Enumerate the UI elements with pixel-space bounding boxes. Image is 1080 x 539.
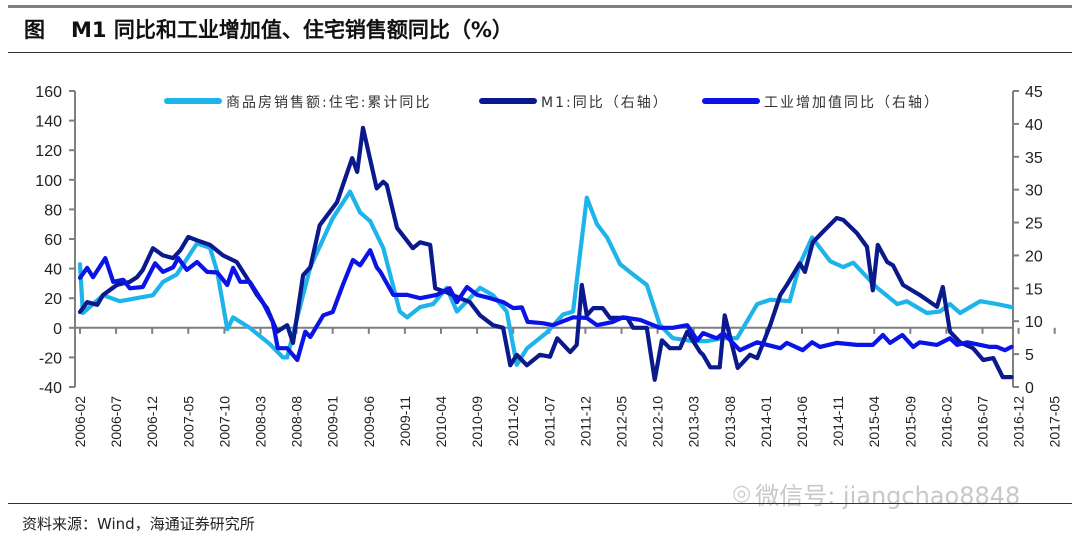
x-axis-tick-label: 2009-06 — [361, 396, 377, 448]
x-axis-tick-label: 2012-05 — [614, 396, 630, 448]
left-axis-tick-label: 20 — [44, 291, 62, 308]
left-axis-tick-label: 100 — [35, 173, 62, 190]
left-axis-tick-label: -20 — [39, 350, 62, 367]
axes: 160140120100806040200-20-404540353025201… — [35, 84, 1063, 448]
right-axis-tick-label: 20 — [1025, 248, 1043, 265]
series-line-2 — [77, 125, 1014, 382]
x-axis-tick-label: 2010-04 — [433, 396, 449, 448]
x-axis-tick-label: 2015-04 — [866, 396, 882, 448]
right-axis-tick-label: 10 — [1025, 314, 1043, 331]
right-axis-tick-label: 40 — [1025, 117, 1043, 134]
x-axis-tick-label: 2007-10 — [216, 396, 232, 448]
left-axis-tick-label: 140 — [35, 114, 62, 131]
x-axis-tick-label: 2013-08 — [722, 396, 738, 448]
right-axis-tick-label: 0 — [1025, 380, 1034, 397]
left-axis-tick-label: 0 — [53, 321, 62, 338]
watermark: ◎ 微信号: jiangchao8848 — [732, 476, 1020, 511]
x-axis-tick-label: 2013-03 — [686, 396, 702, 448]
right-axis-tick-label: 45 — [1025, 84, 1043, 101]
title-text: M1 同比和工业增加值、住宅销售额同比（%） — [71, 18, 513, 42]
x-axis-tick-label: 2008-03 — [253, 396, 269, 448]
source-note: 资料来源：Wind，海通证券研究所 — [22, 515, 255, 533]
x-axis-tick-label: 2014-01 — [758, 396, 774, 448]
right-axis-tick-label: 5 — [1025, 347, 1034, 364]
right-axis-tick-label: 25 — [1025, 216, 1043, 233]
x-axis-tick-label: 2011-12 — [577, 396, 593, 447]
x-axis-tick-label: 2014-11 — [830, 396, 846, 447]
wechat-icon: ◎ — [732, 481, 752, 506]
left-axis-tick-label: 120 — [35, 143, 62, 160]
x-axis-tick-label: 2006-12 — [144, 396, 160, 448]
right-axis-tick-label: 15 — [1025, 281, 1043, 298]
x-axis-tick-label: 2012-10 — [650, 396, 666, 448]
x-axis-tick-label: 2016-07 — [975, 396, 991, 448]
legend: 商品房销售额:住宅:累计同比 M1:同比（右轴） 工业增加值同比（右轴） — [164, 95, 940, 111]
x-axis-tick-label: 2011-02 — [505, 396, 521, 447]
x-axis-tick-label: 2016-02 — [938, 396, 954, 448]
watermark-text: 微信号: jiangchao8848 — [755, 482, 1021, 510]
left-axis-tick-label: -40 — [39, 380, 62, 397]
x-axis-tick-label: 2010-09 — [469, 396, 485, 448]
legend-label: 商品房销售额:住宅:累计同比 — [226, 95, 431, 111]
x-axis-tick-label: 2008-08 — [289, 396, 305, 448]
x-axis-tick-label: 2015-09 — [902, 396, 918, 448]
chart: 160140120100806040200-20-404540353025201… — [35, 84, 1063, 448]
x-axis-tick-label: 2006-02 — [72, 396, 88, 448]
x-axis-tick-label: 2017-05 — [1047, 396, 1063, 448]
bottom-rule — [8, 503, 1072, 504]
legend-label: 工业增加值同比（右轴） — [764, 95, 940, 111]
right-axis-tick-label: 35 — [1025, 150, 1043, 167]
x-axis-tick-label: 2009-11 — [397, 396, 413, 447]
left-axis-tick-label: 60 — [44, 232, 62, 249]
right-axis-tick-label: 30 — [1025, 183, 1043, 200]
top-rule — [8, 5, 1072, 8]
left-axis-tick-label: 40 — [44, 262, 62, 279]
x-axis-tick-label: 2016-12 — [1011, 396, 1027, 448]
series-lines — [77, 125, 1014, 382]
legend-label: M1:同比（右轴） — [541, 95, 669, 111]
x-axis-tick-label: 2006-07 — [108, 396, 124, 448]
left-axis-tick-label: 160 — [35, 84, 62, 101]
series-line-1 — [77, 189, 1014, 367]
chart-title: 图 M1 同比和工业增加值、住宅销售额同比（%） — [24, 14, 513, 44]
left-axis-tick-label: 80 — [44, 202, 62, 219]
title-rule — [8, 52, 1072, 53]
series-line-3 — [77, 248, 1014, 363]
x-axis-tick-label: 2007-05 — [180, 396, 196, 448]
figure-prefix: 图 — [24, 18, 45, 42]
x-axis-tick-label: 2009-01 — [325, 396, 341, 448]
x-axis-tick-label: 2014-06 — [794, 396, 810, 448]
x-axis-tick-label: 2011-07 — [541, 396, 557, 447]
